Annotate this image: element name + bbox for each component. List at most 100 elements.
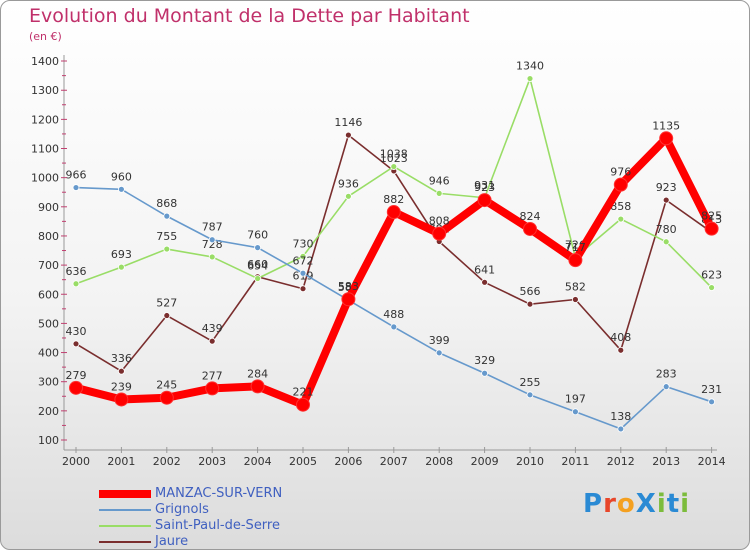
data-label: 660	[247, 258, 268, 271]
data-point	[72, 340, 80, 348]
y-tick-label: 1100	[31, 143, 59, 156]
x-tick-label: 2002	[153, 455, 181, 468]
data-label: 336	[111, 352, 132, 365]
y-tick-label: 1000	[31, 172, 59, 185]
data-label: 960	[111, 170, 132, 183]
data-point	[432, 226, 447, 241]
data-label: 824	[520, 210, 541, 223]
data-point	[118, 185, 125, 193]
legend-item: Jaure	[99, 534, 359, 549]
data-label: 527	[156, 297, 177, 310]
data-point	[208, 337, 216, 345]
data-label: 430	[66, 325, 87, 338]
data-point	[299, 285, 307, 293]
legend-swatch	[99, 490, 151, 498]
logo-letter: r	[603, 489, 617, 519]
data-label: 197	[565, 393, 586, 406]
logo-letter: o	[616, 489, 636, 519]
data-label: 672	[293, 254, 314, 267]
data-label: 408	[610, 331, 631, 344]
x-tick-label: 2012	[607, 455, 635, 468]
legend-swatch	[99, 525, 151, 527]
data-point	[72, 280, 80, 288]
legend-item: MANZAC-SUR-VERN	[99, 486, 359, 502]
data-label: 623	[701, 269, 722, 282]
logo-letter: t	[666, 489, 681, 519]
data-label: 808	[429, 215, 450, 228]
data-point	[114, 392, 129, 407]
data-point	[662, 238, 670, 246]
data-point	[662, 196, 670, 204]
legend: MANZAC-SUR-VERN Grignols Saint-Paul-de-Ser…	[99, 486, 359, 549]
data-point	[662, 383, 670, 391]
data-label: 868	[156, 197, 177, 210]
x-tick-label: 2007	[380, 455, 408, 468]
data-point	[299, 252, 307, 260]
data-point	[163, 212, 171, 220]
data-point	[613, 177, 628, 192]
data-point	[704, 221, 719, 236]
data-label: 923	[656, 181, 677, 194]
data-label: 138	[610, 410, 631, 423]
y-tick-label: 1300	[31, 84, 59, 97]
legend-label: Grignols	[155, 502, 209, 517]
logo-letter: P	[583, 489, 604, 519]
legend-swatch	[99, 509, 151, 511]
data-point	[254, 244, 262, 252]
proxiti-logo: ProXiti	[583, 489, 690, 519]
data-label: 439	[202, 322, 223, 335]
data-label: 329	[474, 354, 495, 367]
data-label: 825	[701, 210, 722, 223]
legend-label: Saint-Paul-de-Serre	[155, 518, 280, 533]
chart-title: Evolution du Montant de la Dette par Hab…	[29, 5, 470, 27]
data-label: 780	[656, 223, 677, 236]
data-point	[250, 379, 265, 394]
data-point	[568, 253, 583, 268]
data-point	[299, 269, 307, 277]
data-label: 1135	[652, 119, 680, 132]
data-label: 239	[111, 380, 132, 393]
data-label: 858	[610, 200, 631, 213]
data-point	[477, 193, 492, 208]
data-label: 583	[338, 280, 359, 293]
data-label: 641	[474, 263, 495, 276]
y-tick-label: 600	[38, 288, 59, 301]
data-point	[163, 245, 171, 253]
y-tick-label: 300	[38, 376, 59, 389]
data-point	[386, 205, 401, 220]
x-tick-label: 2008	[425, 455, 453, 468]
logo-letter: i	[680, 489, 691, 519]
data-point	[659, 131, 674, 146]
y-tick-label: 100	[38, 434, 59, 447]
data-label: 936	[338, 177, 359, 190]
data-label: 976	[610, 166, 631, 179]
data-label: 1146	[334, 116, 362, 129]
data-point	[390, 323, 398, 331]
data-point	[617, 346, 625, 354]
data-point	[572, 296, 579, 303]
chart-subtitle: (en €)	[29, 30, 62, 43]
data-label: 566	[520, 285, 541, 298]
legend-label: Jaure	[155, 534, 189, 549]
x-tick-label: 2006	[334, 455, 362, 468]
data-label: 787	[202, 221, 223, 234]
data-point	[118, 263, 125, 271]
x-tick-label: 2009	[471, 455, 499, 468]
y-tick-label: 1400	[31, 55, 59, 68]
y-tick-label: 900	[38, 201, 59, 214]
y-tick-label: 200	[38, 405, 59, 418]
data-label: 582	[565, 280, 586, 293]
data-point	[344, 131, 352, 139]
data-label: 882	[383, 193, 404, 206]
x-tick-label: 2013	[652, 455, 680, 468]
data-label: 693	[111, 248, 132, 261]
data-point	[526, 300, 534, 308]
data-point	[208, 253, 216, 261]
data-label: 730	[293, 237, 314, 250]
legend-label: MANZAC-SUR-VERN	[155, 486, 283, 501]
legend-item: Saint-Paul-de-Serre	[99, 518, 359, 534]
data-point	[526, 391, 534, 399]
data-label: 284	[247, 367, 268, 380]
data-label: 399	[429, 334, 450, 347]
data-label: 717	[565, 241, 586, 254]
